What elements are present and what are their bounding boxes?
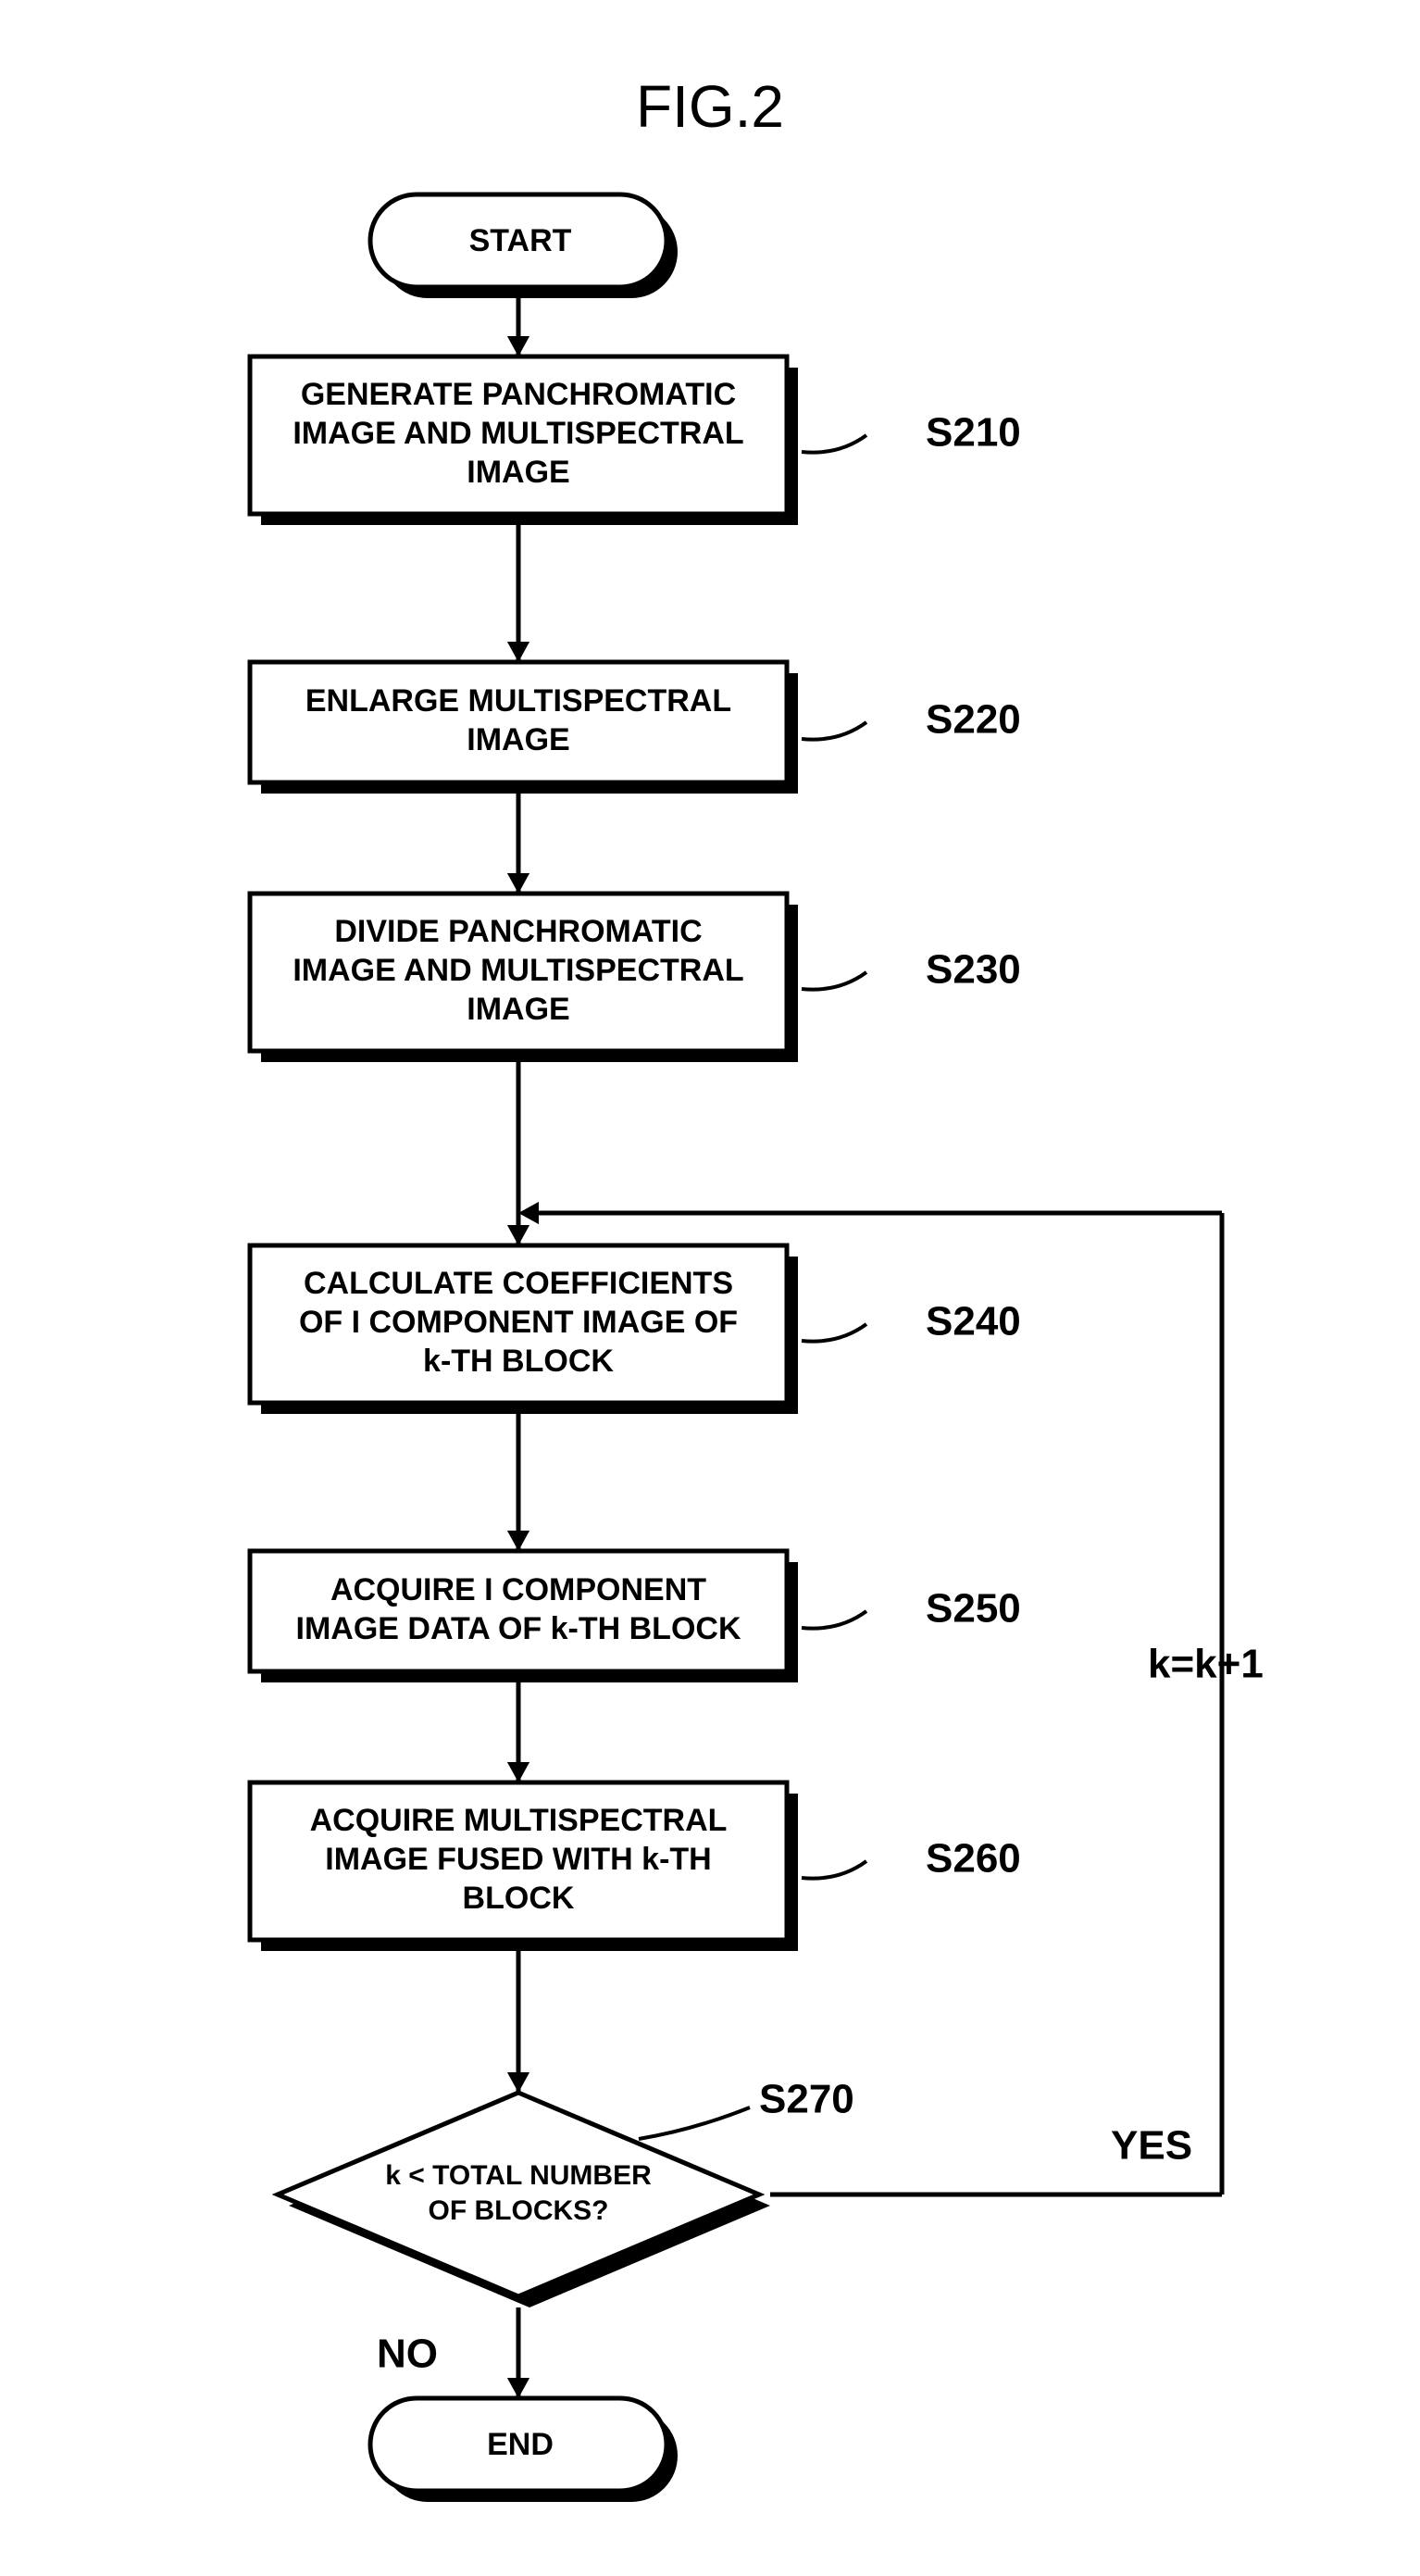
process-s240-text: CALCULATE COEFFICIENTS [304,1266,733,1301]
process-s260-text: BLOCK [463,1881,575,1916]
process-s210-text: IMAGE AND MULTISPECTRAL [293,416,743,451]
start-terminator-label: START [469,223,572,258]
process-s260-text: ACQUIRE MULTISPECTRAL [310,1803,728,1838]
process-s240-text: k-TH BLOCK [423,1344,614,1379]
step-label: S230 [926,947,1021,993]
label-leader [802,1861,866,1879]
process-s210-text: IMAGE [467,455,569,490]
arrow-s250-s260 [507,1682,529,1782]
label-leader [802,1611,866,1629]
decision-s270-text: k < TOTAL NUMBER [385,2160,652,2191]
decision-s270-text: OF BLOCKS? [429,2195,609,2226]
label-leader [802,972,866,990]
step-label: S240 [926,1299,1021,1344]
end-terminator-label: END [487,2427,554,2462]
arrow-s240-s250 [507,1414,529,1551]
process-s250-text: ACQUIRE I COMPONENT [330,1572,706,1607]
process-s230-text: DIVIDE PANCHROMATIC [334,914,702,949]
process-s230-text: IMAGE [467,992,569,1027]
step-label: S220 [926,697,1021,743]
process-s230-text: IMAGE AND MULTISPECTRAL [293,953,743,988]
step-label-s270: S270 [759,2077,854,2122]
label-leader-s270 [639,2107,750,2139]
arrow-s210-s220 [507,525,529,662]
label-leader [802,722,866,740]
process-s260-text: IMAGE FUSED WITH k-TH [325,1842,711,1877]
process-s220-text: ENLARGE MULTISPECTRAL [305,683,731,719]
process-s220-text: IMAGE [467,722,569,757]
arrow-s260-dec [507,1951,529,2093]
process-s250-text: IMAGE DATA OF k-TH BLOCK [296,1611,741,1646]
yes-label: YES [1111,2123,1192,2169]
arrow-s220-s230 [507,794,529,894]
increment-label: k=k+1 [1148,1642,1264,1687]
step-label: S260 [926,1836,1021,1882]
arrow-dec-end [507,2307,529,2398]
process-s240-text: OF I COMPONENT IMAGE OF [299,1305,738,1340]
figure-title: FIG.2 [636,73,784,140]
label-leader [802,1324,866,1342]
label-leader [802,435,866,453]
process-s210-text: GENERATE PANCHROMATIC [301,377,736,412]
step-label: S210 [926,410,1021,456]
arrow-s230-s240 [507,1062,529,1245]
no-label: NO [377,2332,438,2377]
step-label: S250 [926,1586,1021,1632]
arrow-start-s210 [507,298,529,356]
